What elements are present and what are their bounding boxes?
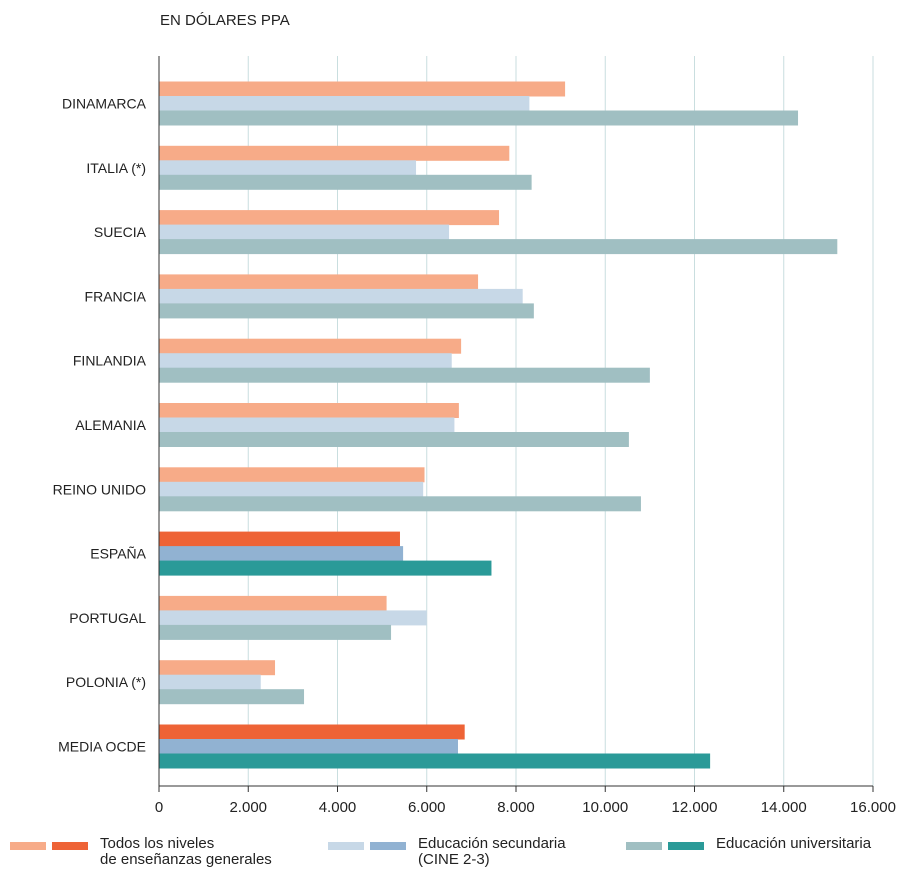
legend-swatch-university-light [626, 842, 662, 850]
bar-espana-series-2 [159, 560, 492, 576]
bar-finlandia-series-1 [159, 353, 452, 369]
bar-alemania-series-2 [159, 432, 629, 447]
legend-swatch-secondary-light [328, 842, 364, 850]
bar-suecia-series-0 [159, 210, 500, 226]
legend-label-university-line1: Educación universitaria [716, 835, 872, 852]
bar-reino-unido-series-0 [159, 467, 425, 483]
category-label-reino-unido: REINO UNIDO [53, 481, 146, 497]
x-tick-label-8: 16.000 [850, 799, 896, 816]
category-label-finlandia: FINLANDIA [73, 353, 147, 369]
bar-francia-series-1 [159, 288, 523, 304]
legend-label-general-line2: de enseñanzas generales [100, 851, 272, 868]
bar-dinamarca-series-0 [159, 81, 566, 97]
bar-italia-series-1 [159, 160, 417, 176]
bar-francia-series-2 [159, 303, 534, 319]
category-label-italia: ITALIA (*) [86, 160, 146, 176]
bar-portugal-series-0 [159, 595, 387, 611]
bar-media-ocde-series-2 [159, 753, 711, 769]
x-tick-label-1: 2.000 [229, 799, 267, 816]
legend-label-secondary-line2: (CINE 2-3) [418, 851, 490, 868]
legend-item-general: Todos los niveles de enseñanzas generale… [10, 836, 272, 868]
bar-suecia-series-2 [159, 239, 838, 255]
legend-swatch-secondary-dark [370, 842, 406, 850]
bar-italia-series-2 [159, 174, 532, 190]
bar-reino-unido-series-1 [159, 481, 424, 497]
bar-espana-series-0 [159, 531, 400, 547]
bar-portugal-series-2 [159, 624, 392, 640]
legend-swatch-university-dark [668, 842, 704, 850]
x-tick-label-5: 10.000 [582, 799, 628, 816]
bar-media-ocde-series-0 [159, 724, 465, 740]
legend-swatch-general-light [10, 842, 46, 850]
bar-francia-series-0 [159, 274, 479, 290]
x-tick-label-7: 14.000 [761, 799, 807, 816]
bar-finlandia-series-0 [159, 338, 462, 354]
x-tick-label-6: 12.000 [672, 799, 718, 816]
legend-label-university: Educación universitaria [716, 836, 871, 852]
bar-dinamarca-series-2 [159, 110, 799, 126]
x-tick-label-0: 0 [155, 799, 163, 816]
category-label-polonia: POLONIA (*) [66, 674, 146, 690]
bar-polonia-series-1 [159, 674, 261, 690]
legend-label-secondary: Educación secundaria (CINE 2-3) [418, 836, 566, 868]
category-label-portugal: PORTUGAL [69, 610, 146, 626]
category-label-media-ocde: MEDIA OCDE [58, 739, 146, 755]
bar-polonia-series-0 [159, 660, 276, 676]
legend-item-secondary: Educación secundaria (CINE 2-3) [328, 836, 566, 868]
bar-reino-unido-series-2 [159, 496, 641, 512]
x-tick-label-2: 4.000 [319, 799, 357, 816]
bar-portugal-series-1 [159, 610, 427, 626]
bar-polonia-series-2 [159, 689, 305, 705]
bar-suecia-series-1 [159, 224, 450, 240]
bar-dinamarca-series-1 [159, 96, 530, 111]
legend-label-general: Todos los niveles de enseñanzas generale… [100, 836, 272, 868]
bar-media-ocde-series-1 [159, 739, 458, 754]
bar-alemania-series-1 [159, 417, 455, 433]
bar-chart: EN DÓLARES PPA DINAMARCA ITALIA (*) SUECIA… [53, 12, 896, 816]
legend: Todos los niveles de enseñanzas generale… [0, 836, 906, 876]
bar-espana-series-1 [159, 546, 404, 562]
x-tick-label-3: 6.000 [408, 799, 446, 816]
bars [159, 81, 838, 769]
bar-finlandia-series-2 [159, 367, 650, 383]
chart-title: EN DÓLARES PPA [160, 12, 290, 29]
category-label-francia: FRANCIA [85, 288, 147, 304]
axes: DINAMARCA ITALIA (*) SUECIA FRANCIA FINLANDI… [53, 56, 896, 816]
x-tick-label-4: 8.000 [497, 799, 535, 816]
legend-label-secondary-line1: Educación secundaria [418, 835, 566, 852]
bar-alemania-series-0 [159, 403, 459, 418]
legend-swatch-general-dark [52, 842, 88, 850]
bar-italia-series-0 [159, 145, 510, 161]
category-label-suecia: SUECIA [94, 224, 147, 240]
category-label-alemania: ALEMANIA [75, 417, 146, 433]
category-label-espana: ESPAÑA [90, 546, 146, 562]
category-label-dinamarca: DINAMARCA [62, 96, 147, 112]
legend-item-university: Educación universitaria [626, 836, 871, 852]
legend-label-general-line1: Todos los niveles [100, 835, 215, 852]
